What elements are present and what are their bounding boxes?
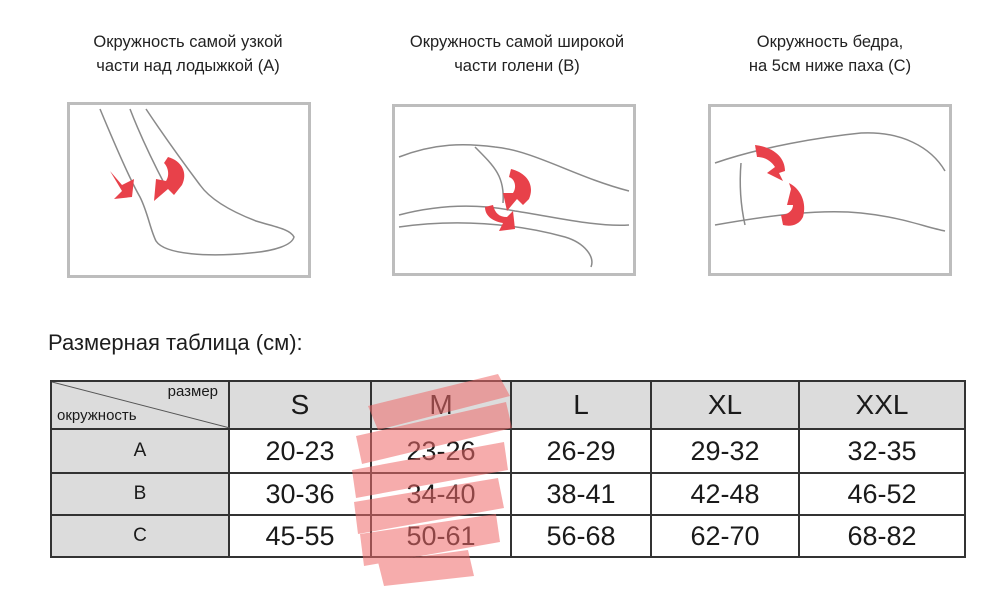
row-label-a: A (52, 430, 230, 472)
corner-diagonal (52, 382, 230, 428)
value-a-xl: 29-32 (652, 430, 800, 472)
value-a-l: 26-29 (512, 430, 652, 472)
value-b-l: 38-41 (512, 474, 652, 514)
calf-illustration (392, 104, 636, 276)
size-table: размер окружность S M L XL XXL A 20-23 2… (50, 380, 966, 558)
value-c-xl: 62-70 (652, 516, 800, 556)
size-xl-header: XL (652, 382, 800, 428)
arrow-a-right-icon (154, 157, 185, 201)
size-table-title: Размерная таблица (см): (48, 330, 303, 355)
calf-leg-drawing (398, 144, 630, 268)
arrow-b-bottom-icon (485, 205, 515, 231)
caption-thigh-line1: Окружность бедра, (756, 33, 904, 51)
caption-calf-line1: Окружность самой широкой (409, 33, 625, 51)
row-label-c: C (52, 516, 230, 556)
caption-ankle-line1: Окружность самой узкой (93, 33, 283, 51)
thigh-leg-drawing (714, 132, 946, 232)
corner-girth-label: окружность (57, 407, 137, 424)
size-l-header: L (512, 382, 652, 428)
ankle-foot-drawing (99, 108, 295, 256)
caption-thigh-line2: на 5см ниже паха (C) (748, 57, 912, 75)
corner-size-label: размер (167, 383, 218, 400)
value-b-xl: 42-48 (652, 474, 800, 514)
size-m-header: M (372, 382, 512, 428)
value-c-l: 56-68 (512, 516, 652, 556)
arrow-c-top-icon (755, 145, 785, 181)
arrow-b-top-icon (503, 169, 531, 211)
value-c-xxl: 68-82 (847, 520, 917, 551)
size-header-row: размер окружность S M L XL XXL (52, 382, 964, 430)
ankle-illustration (67, 102, 311, 278)
value-a-m: 23-26 (372, 430, 512, 472)
caption-thigh: Окружность бедра, на 5см ниже паха (C) (690, 30, 970, 78)
value-a-xxl: 32-35 (847, 435, 917, 466)
caption-calf: Окружность самой широкой части голени (B… (377, 30, 657, 78)
value-b-xxl: 46-52 (847, 478, 917, 509)
value-a-s: 20-23 (230, 430, 372, 472)
corner-cell: размер окружность (52, 382, 230, 428)
value-b-m: 34-40 (372, 474, 512, 514)
arrow-c-bottom-icon (781, 183, 805, 226)
arrow-a-left-icon (110, 171, 134, 199)
size-xxl-header: XXL (855, 389, 909, 420)
thigh-illustration (708, 104, 952, 276)
value-c-m: 50-61 (372, 516, 512, 556)
table-row: C 45-55 50-61 56-68 62-70 68-82 (52, 516, 964, 556)
value-c-s: 45-55 (230, 516, 372, 556)
size-s-header: S (230, 382, 372, 428)
caption-ankle: Окружность самой узкой части над лодыжко… (48, 30, 328, 78)
value-b-s: 30-36 (230, 474, 372, 514)
table-row: B 30-36 34-40 38-41 42-48 46-52 (52, 474, 964, 516)
table-row: A 20-23 23-26 26-29 29-32 32-35 (52, 430, 964, 474)
caption-calf-line2: части голени (B) (454, 57, 580, 75)
caption-ankle-line2: части над лодыжкой (A) (96, 57, 280, 75)
row-label-b: B (52, 474, 230, 514)
